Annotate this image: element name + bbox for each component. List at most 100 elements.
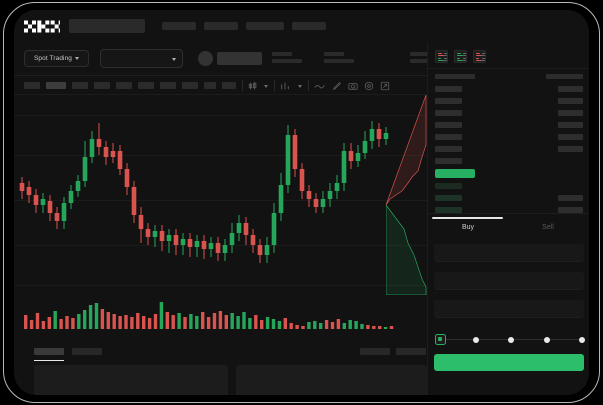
chart-gridline bbox=[14, 200, 427, 201]
orders-tab-right-1[interactable] bbox=[396, 348, 426, 355]
orderbook-ask-amount bbox=[558, 86, 583, 92]
orderbook-ask-amount bbox=[558, 134, 583, 140]
orders-tab-1[interactable] bbox=[72, 348, 102, 355]
orderbook-ask-amount bbox=[558, 110, 583, 116]
tab-sell[interactable]: Sell bbox=[542, 224, 554, 231]
coin-avatar bbox=[198, 51, 213, 66]
slider-stop-1[interactable] bbox=[473, 336, 479, 343]
pair-name bbox=[217, 52, 262, 65]
orderbook-ask-row[interactable] bbox=[435, 98, 462, 104]
chart-gridline bbox=[14, 245, 427, 246]
chevron-down-icon bbox=[75, 57, 80, 60]
candlestick-series bbox=[19, 121, 389, 263]
nav-item-1[interactable] bbox=[204, 22, 238, 30]
orderbook-bid-amount bbox=[558, 195, 583, 201]
orders-panel-0[interactable] bbox=[34, 365, 228, 395]
slider-stop-2[interactable] bbox=[508, 336, 514, 343]
nav-item-3[interactable] bbox=[292, 22, 326, 30]
orderbook-ask-row[interactable] bbox=[435, 86, 462, 92]
nav-item-2[interactable] bbox=[246, 22, 284, 30]
spot-trading-dropdown[interactable]: Spot Trading bbox=[24, 50, 89, 67]
orderbook-trade-panel: Buy Sell bbox=[427, 43, 589, 395]
orderbook-divider bbox=[428, 68, 589, 69]
slider-handle-icon[interactable] bbox=[435, 334, 446, 345]
orders-tabs bbox=[14, 343, 427, 363]
chart-toolbar bbox=[14, 76, 427, 95]
orderbook-bid-amount bbox=[558, 207, 583, 213]
chart-gridline bbox=[14, 155, 427, 156]
top-navigation-bar bbox=[14, 10, 589, 43]
okx-logo[interactable] bbox=[24, 20, 60, 33]
orders-panel-1[interactable] bbox=[236, 365, 427, 395]
orderbook[interactable] bbox=[428, 70, 589, 213]
orderbook-bid-row[interactable] bbox=[435, 183, 462, 189]
order-total-field[interactable] bbox=[434, 300, 584, 318]
orders-tab-0[interactable] bbox=[34, 348, 64, 355]
chart-gridline bbox=[14, 115, 427, 116]
fullscreen-icon[interactable] bbox=[380, 81, 390, 91]
market-stat-0 bbox=[272, 52, 302, 63]
timeframe-1[interactable] bbox=[46, 82, 66, 89]
orders-tab-right-0[interactable] bbox=[360, 348, 390, 355]
order-amount-field[interactable] bbox=[434, 272, 584, 290]
trade-form: Buy Sell bbox=[428, 213, 589, 395]
orderbook-ask-amount bbox=[558, 146, 583, 152]
timeframe-5[interactable] bbox=[138, 82, 154, 89]
trading-pair-select[interactable] bbox=[100, 49, 183, 68]
settings-icon[interactable] bbox=[364, 81, 374, 91]
timeframe-0[interactable] bbox=[24, 82, 40, 89]
slider-stop-3[interactable] bbox=[544, 336, 550, 343]
orderbook-asks-icon[interactable] bbox=[473, 50, 486, 63]
orderbook-ask-row[interactable] bbox=[435, 110, 462, 116]
price-chart[interactable] bbox=[14, 95, 427, 295]
search-input[interactable] bbox=[69, 19, 145, 33]
chevron-down-icon bbox=[172, 58, 176, 61]
pencil-icon[interactable] bbox=[332, 81, 342, 91]
indicators-icon[interactable] bbox=[280, 81, 290, 91]
orders-panels bbox=[14, 365, 427, 395]
volume-chart bbox=[14, 295, 427, 343]
timeframe-2[interactable] bbox=[72, 82, 88, 89]
spot-trading-label: Spot Trading bbox=[33, 55, 73, 62]
timeframe-9[interactable] bbox=[222, 82, 236, 89]
tab-buy[interactable]: Buy bbox=[461, 224, 475, 231]
app-screen: Spot Trading bbox=[14, 10, 589, 395]
market-stat-1 bbox=[324, 52, 354, 63]
chevron-down-icon[interactable] bbox=[298, 85, 302, 88]
timeframe-8[interactable] bbox=[204, 82, 216, 89]
timeframe-3[interactable] bbox=[94, 82, 110, 89]
orderbook-header-0 bbox=[435, 74, 475, 79]
market-depth-chart bbox=[386, 95, 427, 295]
orderbook-header-1 bbox=[546, 74, 583, 79]
toolbar-divider bbox=[274, 80, 275, 91]
order-price-field[interactable] bbox=[434, 244, 584, 262]
volume-series bbox=[24, 302, 394, 329]
toolbar-divider bbox=[308, 80, 309, 91]
orderbook-ask-amount bbox=[558, 98, 583, 104]
orderbook-both-icon[interactable] bbox=[435, 50, 448, 63]
buy-tab-underline bbox=[432, 217, 503, 219]
line-chart-icon[interactable] bbox=[314, 81, 325, 91]
orderbook-spread-row[interactable] bbox=[435, 169, 475, 178]
timeframe-4[interactable] bbox=[116, 82, 132, 89]
timeframe-6[interactable] bbox=[160, 82, 176, 89]
submit-buy-button[interactable] bbox=[434, 354, 584, 371]
orderbook-bid-row[interactable] bbox=[435, 195, 462, 201]
orderbook-bid-row[interactable] bbox=[435, 207, 462, 213]
toolbar-divider bbox=[242, 80, 243, 91]
chart-gridline bbox=[14, 285, 427, 286]
candlestick-type-icon[interactable] bbox=[248, 81, 258, 91]
orderbook-ask-amount bbox=[558, 122, 583, 128]
timeframe-7[interactable] bbox=[182, 82, 198, 89]
orderbook-bids-icon[interactable] bbox=[454, 50, 467, 63]
camera-icon[interactable] bbox=[348, 81, 358, 91]
orderbook-ask-row[interactable] bbox=[435, 134, 462, 140]
chevron-down-icon[interactable] bbox=[264, 85, 268, 88]
slider-stop-4[interactable] bbox=[579, 336, 585, 343]
nav-item-0[interactable] bbox=[162, 22, 196, 30]
orderbook-ask-row[interactable] bbox=[435, 146, 462, 152]
market-stat-2 bbox=[410, 52, 440, 63]
orderbook-ask-row[interactable] bbox=[435, 158, 462, 164]
orderbook-ask-row[interactable] bbox=[435, 122, 462, 128]
